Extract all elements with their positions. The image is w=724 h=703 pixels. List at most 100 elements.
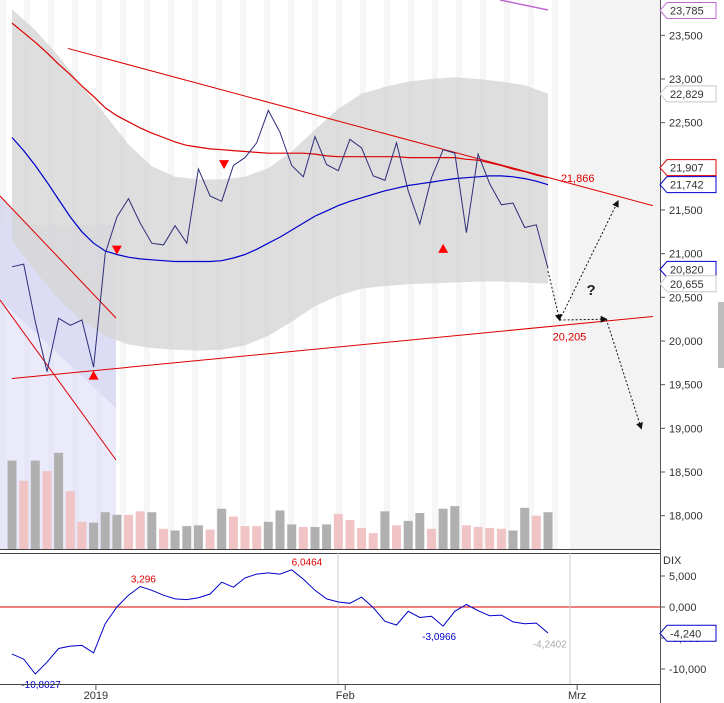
dix-annotations: 3,296 6,0464 -10,8027 -3,0966 -4,2402 — [21, 558, 567, 691]
price-tag-box — [659, 159, 717, 177]
price-tag-box — [659, 176, 717, 194]
dix-grid — [0, 553, 660, 684]
annotations: 21,866 20,205? — [553, 173, 596, 344]
price-tag-label: 21,742 — [670, 180, 704, 192]
price-tag-label: 23,785 — [670, 5, 704, 17]
volume-bar — [496, 528, 506, 549]
dix-annotation: -3,0966 — [422, 632, 456, 643]
volume-bar — [450, 506, 460, 549]
dix-y-tick-label: 5,000 — [669, 571, 697, 583]
series-lines — [11, 0, 549, 372]
volume-bar — [427, 528, 436, 549]
volume-bar — [182, 526, 192, 549]
x-tick-label: 2019 — [84, 690, 108, 702]
dix-annotation: -10,8027 — [21, 680, 61, 691]
y-tick-label: 20,000 — [669, 336, 703, 348]
volume-bar — [19, 480, 29, 549]
y-tick-label: 23,500 — [669, 30, 703, 42]
x-tick-labels: 2019 Feb Mrz — [84, 684, 586, 702]
volume-bar — [543, 512, 553, 549]
volume-bar — [438, 508, 448, 549]
chart-annotation: 20,205 — [553, 332, 587, 344]
dix-line — [11, 569, 549, 675]
y-tick-label: 21,500 — [669, 205, 703, 217]
chart-annotation: ? — [586, 282, 595, 299]
signal-markers — [88, 160, 449, 380]
trendline — [11, 316, 653, 380]
vertical-scrollbar[interactable] — [718, 302, 724, 368]
trendlines — [11, 47, 653, 380]
dix-annotation: 6,0464 — [292, 558, 323, 569]
volume-bar — [30, 460, 40, 549]
volume-bar — [54, 452, 64, 549]
volume-bar — [345, 520, 355, 549]
y-tick-label: 21,000 — [669, 249, 703, 261]
index-line — [11, 109, 549, 372]
dix-annotation: -4,2402 — [533, 639, 567, 650]
volume-bar — [159, 528, 168, 549]
top-series-stub — [499, 0, 549, 11]
y-tick-label: 19,500 — [669, 380, 703, 392]
volume-bars — [7, 452, 553, 549]
volume-bar — [461, 525, 471, 549]
volume-bar — [170, 530, 180, 549]
volume-bar — [392, 525, 401, 549]
volume-bar — [287, 524, 297, 549]
volume-bar — [124, 514, 133, 549]
volume-bar — [217, 508, 227, 549]
dix-y-tick-label: 0,000 — [669, 602, 697, 614]
volume-bar — [322, 524, 332, 549]
right-axis: 23,50023,00022,50022,00021,50021,00020,5… — [659, 0, 724, 703]
price-tag-box — [659, 275, 717, 293]
trendline — [67, 47, 653, 207]
volume-bar — [135, 511, 145, 549]
volume-bar — [228, 516, 238, 549]
volume-bar — [89, 522, 99, 549]
dix-annotation: 3,296 — [131, 575, 156, 586]
volume-bar — [77, 521, 87, 549]
dix-series — [11, 569, 549, 675]
volume-bar — [473, 527, 483, 549]
y-tick-label: 22,500 — [669, 118, 703, 130]
y-tick-label: 23,000 — [669, 74, 703, 86]
stripe — [552, 0, 558, 549]
volume-bar — [147, 512, 157, 549]
oscillator-band — [12, 9, 548, 351]
volume-bar — [485, 527, 495, 549]
volume-bar — [310, 527, 320, 549]
dix-title: DIX — [663, 555, 682, 567]
price-tag-box — [659, 85, 717, 103]
sell-signal-marker — [111, 245, 122, 255]
price-tag-label: 21,907 — [670, 163, 704, 175]
dix-plot-area — [0, 553, 660, 684]
forecast-arrow — [547, 271, 562, 322]
volume-bar — [415, 513, 425, 549]
volume-bar — [240, 526, 250, 549]
channel-upper-line — [0, 195, 117, 319]
volume-bar — [205, 529, 215, 549]
dix-price-tag-box — [659, 624, 717, 642]
buy-signal-marker — [438, 243, 449, 253]
main-panel: 21,866 20,205? — [0, 0, 660, 550]
volume-bar — [368, 533, 378, 549]
price-tag-box — [659, 260, 717, 278]
y-tick-label: 18,000 — [669, 511, 703, 523]
volume-bar — [7, 460, 17, 549]
moving-average-1-line — [11, 22, 549, 179]
volume-bar — [100, 512, 110, 549]
chart-annotation: 21,866 — [561, 173, 595, 185]
volume-bar — [252, 526, 262, 549]
x-tick-label: Feb — [336, 690, 355, 702]
volume-bar — [65, 491, 75, 549]
price-tag-label: 20,820 — [670, 264, 704, 276]
forecast-arrow — [605, 319, 643, 430]
y-tick-label: 19,000 — [669, 423, 703, 435]
dix-y-tick-label: -10,000 — [669, 664, 706, 676]
dix-price-tag-label: -4,240 — [670, 628, 701, 640]
forecast-arrows — [547, 200, 643, 430]
y-tick-label: 18,500 — [669, 467, 703, 479]
volume-bar — [508, 530, 518, 549]
volume-bar — [112, 514, 122, 549]
price-tag-box — [659, 1, 717, 19]
